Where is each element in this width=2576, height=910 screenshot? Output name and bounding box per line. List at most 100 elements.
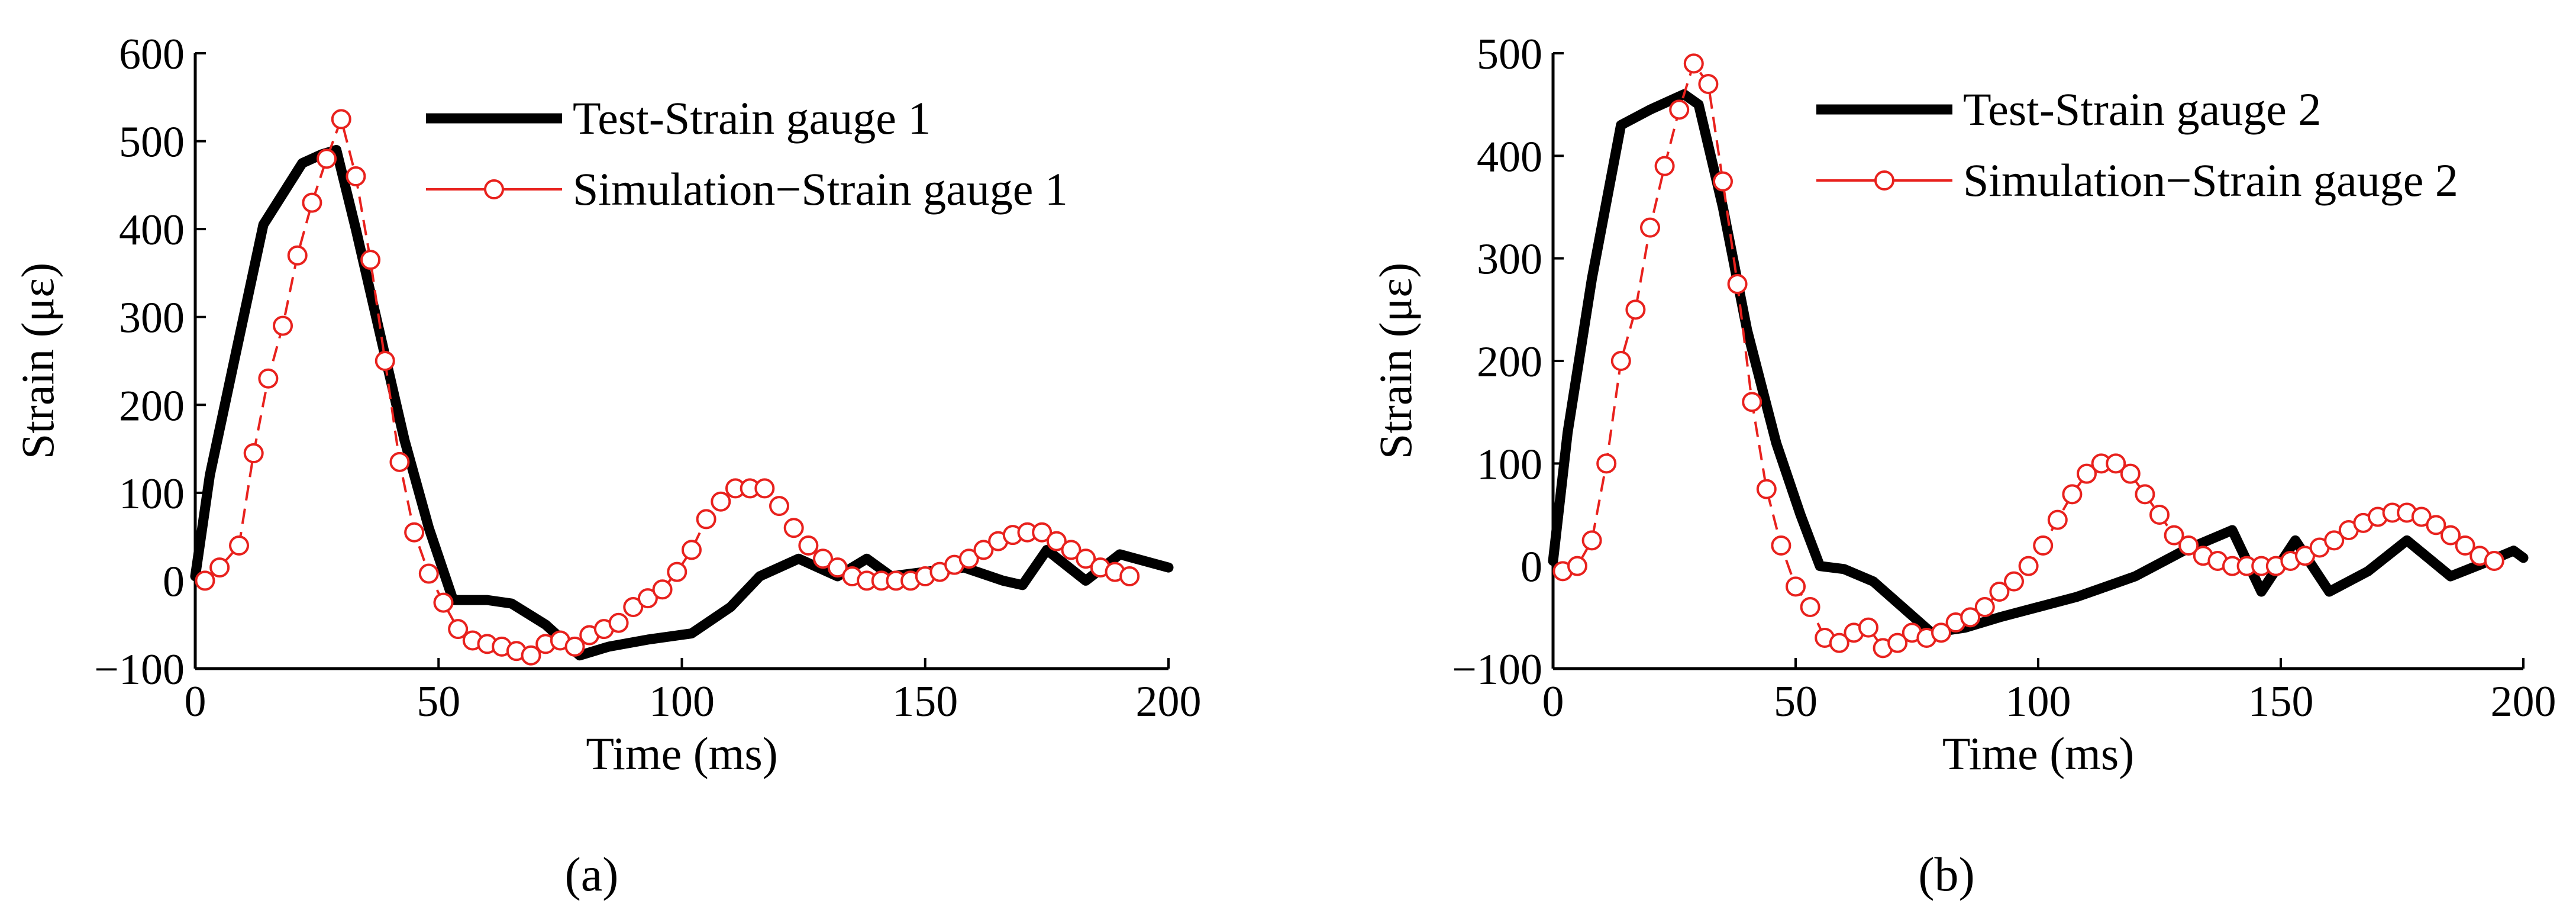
y-axis-label: Strain (με)	[12, 263, 63, 459]
data-point	[1596, 453, 1617, 474]
data-point	[608, 612, 629, 633]
data-point	[258, 368, 279, 389]
legend-label: Simulation−Strain gauge 2	[1963, 154, 2458, 206]
x-tick-label: 0	[185, 677, 206, 726]
y-tick-label: 400	[119, 206, 185, 254]
data-point	[1698, 74, 1719, 94]
data-point	[2047, 509, 2068, 530]
data-point	[769, 496, 789, 517]
data-point	[2018, 556, 2039, 576]
data-point	[1989, 582, 2010, 602]
data-point	[2484, 551, 2504, 571]
data-point	[195, 570, 215, 591]
y-tick-label: 0	[1521, 543, 1542, 592]
figure-caption: (b)	[1918, 847, 1975, 901]
chart-a: 0 50 100 150 200−1000100200300400500600Time …	[12, 30, 1202, 901]
data-point	[681, 540, 702, 560]
data-point	[1076, 548, 1096, 569]
data-point	[273, 315, 293, 336]
data-point	[2135, 484, 2155, 505]
data-point	[1669, 99, 1690, 120]
data-point	[302, 192, 322, 213]
data-point	[521, 645, 541, 666]
y-tick-label: 500	[119, 118, 185, 167]
data-point	[2062, 484, 2083, 505]
legend-label: Test-Strain gauge 1	[573, 92, 931, 144]
y-tick-label: 100	[1477, 440, 1542, 489]
data-point	[1887, 633, 1908, 653]
data-point	[287, 245, 308, 266]
data-point	[1625, 299, 1646, 320]
data-point	[2004, 571, 2024, 592]
y-tick-label: 500	[1477, 30, 1542, 79]
y-tick-label: 600	[119, 30, 185, 79]
series-test	[1548, 89, 2529, 638]
x-tick-label: 50	[417, 677, 460, 726]
data-point	[418, 563, 439, 584]
y-tick-label: 200	[119, 382, 185, 430]
data-point	[1640, 217, 1660, 238]
data-point	[711, 491, 731, 512]
x-axis-label: Time (ms)	[586, 728, 777, 779]
data-point	[2149, 505, 2170, 525]
data-point	[2426, 515, 2446, 535]
data-point	[827, 557, 848, 578]
data-point	[564, 636, 585, 657]
data-point	[696, 509, 716, 530]
data-point	[1610, 351, 1631, 371]
data-point	[346, 166, 366, 186]
y-tick-label: 300	[119, 294, 185, 343]
data-point	[1713, 171, 1733, 192]
x-tick-label: 50	[1774, 677, 1818, 726]
legend-label: Simulation−Strain gauge 1	[573, 163, 1068, 215]
y-tick-label: 100	[119, 470, 185, 518]
data-point	[2164, 525, 2184, 546]
data-point	[1786, 576, 1806, 597]
data-point	[243, 443, 264, 463]
data-point	[783, 518, 804, 538]
data-point	[754, 478, 775, 499]
data-point	[209, 557, 230, 578]
data-point	[389, 451, 410, 472]
data-point	[1046, 531, 1067, 551]
y-tick-label: 300	[1477, 235, 1542, 284]
legend: Test-Strain gauge 1 Simulation−Strain gau…	[426, 92, 1068, 215]
data-point	[667, 562, 687, 582]
figure-caption: (a)	[564, 847, 618, 901]
series-line	[1548, 89, 2529, 638]
data-point	[2120, 463, 2141, 484]
data-point	[2106, 453, 2126, 474]
data-point	[1567, 556, 1587, 576]
data-point	[2178, 535, 2199, 556]
data-point	[652, 579, 673, 600]
legend-marker	[1874, 170, 1894, 191]
data-point	[1829, 633, 1849, 653]
data-point	[2441, 525, 2461, 546]
data-point	[1858, 617, 1878, 638]
y-axis-label: Strain (με)	[1370, 263, 1421, 459]
data-point	[375, 351, 395, 371]
legend-label: Test-Strain gauge 2	[1963, 83, 2321, 135]
data-point	[1683, 53, 1704, 74]
y-tick-label: 200	[1477, 338, 1542, 386]
data-point	[331, 109, 351, 130]
data-point	[433, 592, 454, 613]
x-axis-label: Time (ms)	[1942, 728, 2134, 779]
data-point	[1771, 535, 1791, 556]
data-point	[623, 597, 644, 617]
x-tick-label: 200	[2491, 677, 2556, 726]
data-point	[2455, 535, 2475, 556]
y-tick-label: −100	[94, 646, 185, 694]
data-point	[1581, 530, 1602, 551]
data-point	[229, 535, 250, 556]
data-point	[1119, 566, 1140, 586]
data-point	[1032, 522, 1053, 543]
legend: Test-Strain gauge 2 Simulation−Strain gau…	[1816, 83, 2458, 206]
data-point	[2324, 530, 2345, 551]
x-tick-label: 0	[1542, 677, 1564, 726]
legend-marker	[484, 179, 504, 199]
data-point	[404, 522, 425, 543]
series-simulation	[195, 109, 1140, 666]
